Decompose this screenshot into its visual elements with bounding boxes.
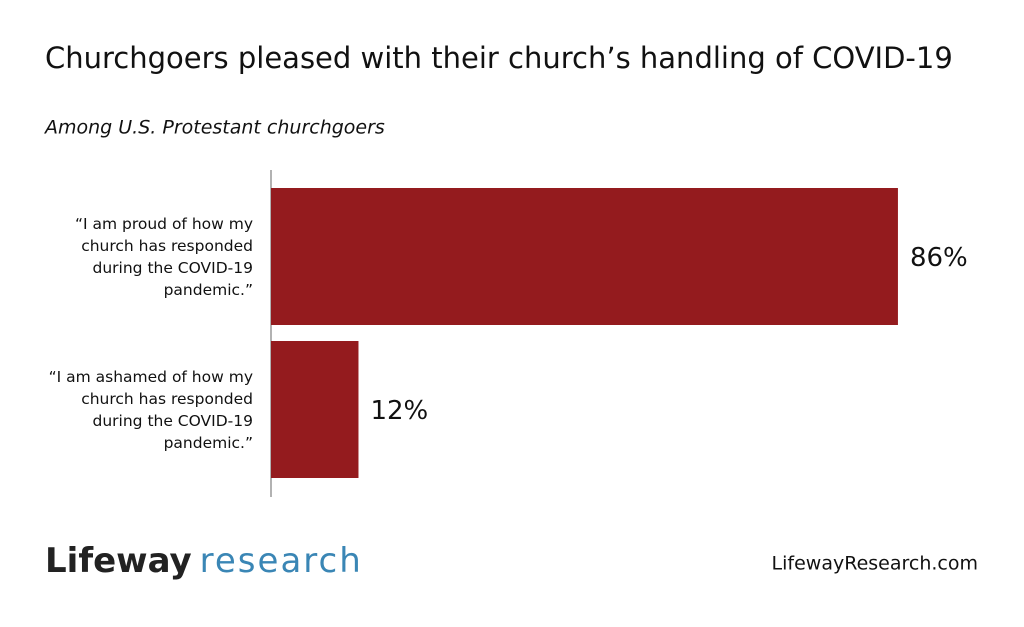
- value-label: 12%: [370, 396, 428, 426]
- bar: [271, 188, 898, 325]
- brand: Lifeway: [45, 541, 192, 581]
- category-label: “I am proud of how my church has respond…: [74, 214, 253, 299]
- brand-suffix: research: [200, 541, 363, 581]
- value-label: 86%: [910, 243, 968, 273]
- bar: [271, 341, 359, 478]
- category-label: “I am ashamed of how my church has respo…: [48, 367, 253, 452]
- chart-subtitle: Among U.S. Protestant churchgoers: [43, 117, 385, 139]
- brand-logo: Lifeway research: [45, 541, 363, 581]
- chart-title: Churchgoers pleased with their church’s …: [45, 41, 953, 75]
- site-url: LifewayResearch.com: [772, 553, 978, 575]
